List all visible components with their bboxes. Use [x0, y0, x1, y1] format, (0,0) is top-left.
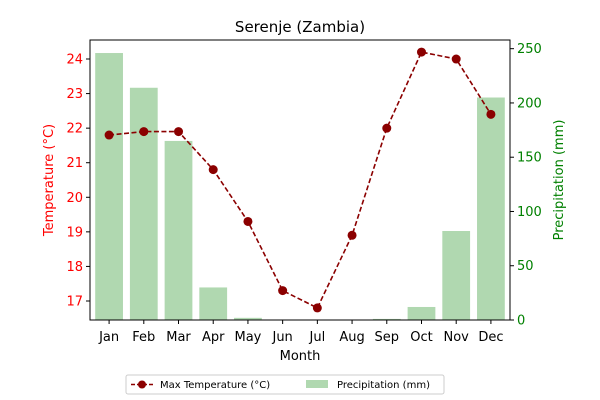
- y-axis-left: 17 18 19 20 21 22 23 24: [66, 53, 90, 309]
- x-tick-label: Sep: [375, 330, 400, 345]
- temperature-line: [104, 47, 496, 313]
- x-tick-label: Nov: [444, 330, 470, 345]
- x-tick-label: Jun: [271, 330, 292, 345]
- temperature-point-nov: [451, 54, 461, 64]
- temperature-point-jan: [104, 130, 114, 140]
- precipitation-bar-apr: [199, 287, 228, 320]
- temperature-point-jul: [312, 303, 322, 313]
- x-tick-label: Mar: [166, 330, 191, 345]
- precipitation-bars: [95, 53, 505, 320]
- temperature-point-feb: [139, 127, 149, 137]
- temperature-point-may: [243, 216, 253, 226]
- y-right-tick-label: 250: [517, 42, 542, 57]
- y-left-tick-label: 17: [66, 294, 83, 309]
- precipitation-bar-nov: [442, 231, 471, 320]
- x-tick-label: Jul: [309, 330, 326, 345]
- y-right-tick-label: 200: [517, 96, 542, 111]
- y-right-tick-label: 50: [517, 259, 534, 274]
- precipitation-bar-dec: [477, 97, 505, 320]
- legend-precipitation-label: Precipitation (mm): [337, 380, 430, 391]
- x-tick-label: Apr: [202, 330, 225, 345]
- temperature-point-aug: [347, 230, 357, 240]
- y-right-tick-label: 100: [517, 205, 542, 220]
- x-tick-label: Feb: [132, 330, 155, 345]
- y-axis-right: 0 50 100 150 200 250: [510, 42, 542, 329]
- legend-frame: [125, 374, 445, 395]
- y-axis-left-label: Temperature (°C): [42, 124, 57, 237]
- temperature-point-mar: [174, 127, 184, 137]
- x-axis: Jan Feb Mar Apr May Jun Jul Aug Sep Oct Nov Dec: [98, 320, 503, 345]
- chart-title: Serenje (Zambia): [235, 18, 365, 36]
- y-left-tick-label: 18: [66, 260, 83, 275]
- temperature-point-sep: [382, 123, 392, 133]
- y-right-tick-label: 0: [517, 314, 525, 329]
- x-tick-label: Oct: [410, 330, 432, 345]
- precipitation-bar-mar: [164, 140, 193, 320]
- y-left-tick-label: 24: [66, 53, 83, 68]
- y-right-tick-label: 150: [517, 151, 542, 166]
- y-left-tick-label: 23: [66, 87, 83, 102]
- x-tick-label: Aug: [339, 330, 364, 345]
- precipitation-bar-oct: [407, 306, 436, 320]
- x-tick-label: Dec: [478, 330, 503, 345]
- precipitation-bar-may: [234, 317, 262, 320]
- temperature-point-oct: [416, 47, 426, 57]
- temperature-line-path: [109, 51, 492, 309]
- y-left-tick-label: 19: [66, 225, 83, 240]
- x-axis-label: Month: [280, 349, 321, 364]
- x-tick-label: Jan: [98, 330, 119, 345]
- y-left-tick-label: 20: [66, 191, 83, 206]
- x-tick-label: May: [234, 330, 261, 345]
- legend: Max Temperature (°C) Precipitation (mm): [125, 374, 445, 395]
- precipitation-bar-feb: [129, 87, 158, 320]
- plot-frame: [89, 39, 511, 321]
- precipitation-bar-sep: [372, 318, 401, 320]
- precipitation-bar-jan: [95, 53, 123, 320]
- legend-temperature-marker: [138, 380, 146, 389]
- y-left-tick-label: 22: [66, 122, 83, 137]
- temperature-point-dec: [486, 109, 496, 119]
- y-axis-right-label: Precipitation (mm): [552, 120, 567, 241]
- legend-temperature-label: Max Temperature (°C): [160, 380, 270, 391]
- temperature-point-jun: [278, 286, 288, 296]
- y-left-tick-label: 21: [66, 156, 83, 171]
- legend-precipitation-swatch: [306, 380, 328, 388]
- temperature-point-apr: [208, 165, 218, 175]
